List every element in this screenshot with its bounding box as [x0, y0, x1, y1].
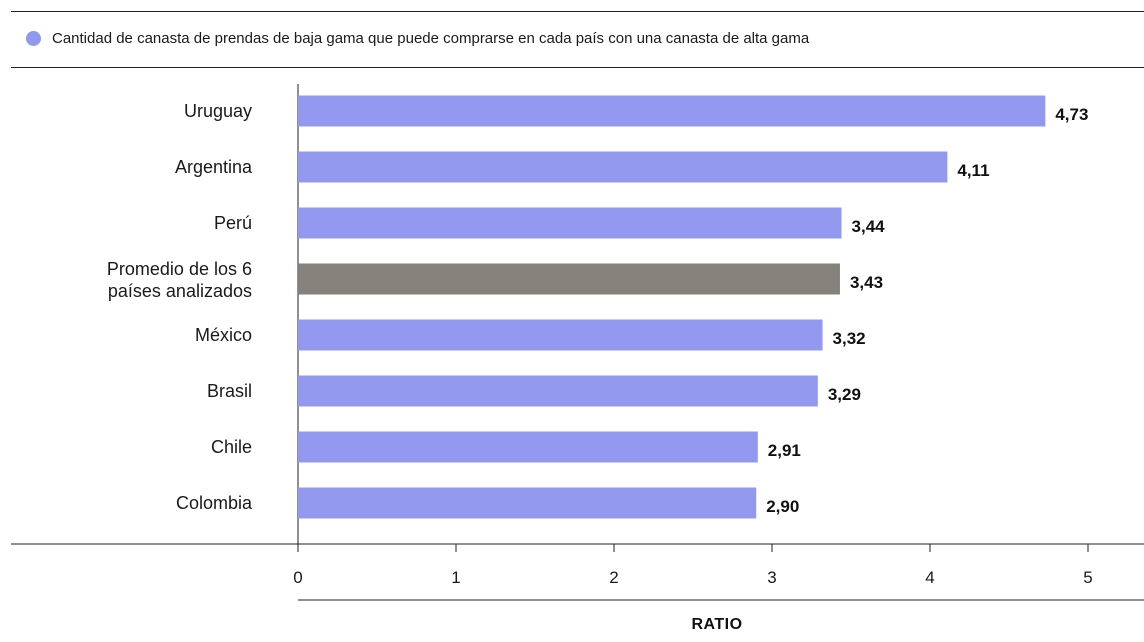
value-label: 2,90: [766, 497, 799, 516]
category-label: Uruguay: [184, 101, 252, 121]
legend-label: Cantidad de canasta de prendas de baja g…: [52, 30, 810, 47]
x-tick-label: 0: [293, 568, 302, 587]
x-tick-label: 3: [767, 568, 776, 587]
category-label: Perú: [214, 213, 252, 233]
category-label: Promedio de los 6 países analizados: [107, 259, 252, 301]
bar: [298, 375, 818, 407]
value-label: 4,11: [957, 161, 989, 180]
legend: Cantidad de canasta de prendas de baja g…: [0, 0, 1144, 68]
value-label: 3,43: [850, 273, 883, 292]
value-label: 3,29: [828, 385, 861, 404]
x-tick-label: 5: [1083, 568, 1092, 587]
category-label: México: [195, 325, 252, 345]
legend-top-rule: [11, 11, 1144, 12]
bar: [298, 487, 757, 519]
bar: [298, 95, 1046, 127]
x-tick-label: 4: [925, 568, 934, 587]
x-tick-label: 2: [609, 568, 618, 587]
bar: [298, 319, 823, 351]
category-label: Argentina: [175, 157, 253, 177]
value-label: 2,91: [768, 441, 801, 460]
category-label: Brasil: [207, 381, 252, 401]
bar: [298, 151, 948, 183]
x-tick-label: 1: [451, 568, 460, 587]
bar: [298, 263, 840, 295]
legend-bottom-rule: [11, 67, 1144, 68]
legend-marker: [26, 31, 41, 46]
value-label: 4,73: [1055, 105, 1088, 124]
bar: [298, 207, 842, 239]
x-axis-title: RATIO: [691, 616, 742, 633]
value-label: 3,44: [852, 217, 886, 236]
category-label: Chile: [211, 437, 252, 457]
category-label: Colombia: [176, 493, 253, 513]
value-label: 3,32: [833, 329, 866, 348]
bar: [298, 431, 758, 463]
